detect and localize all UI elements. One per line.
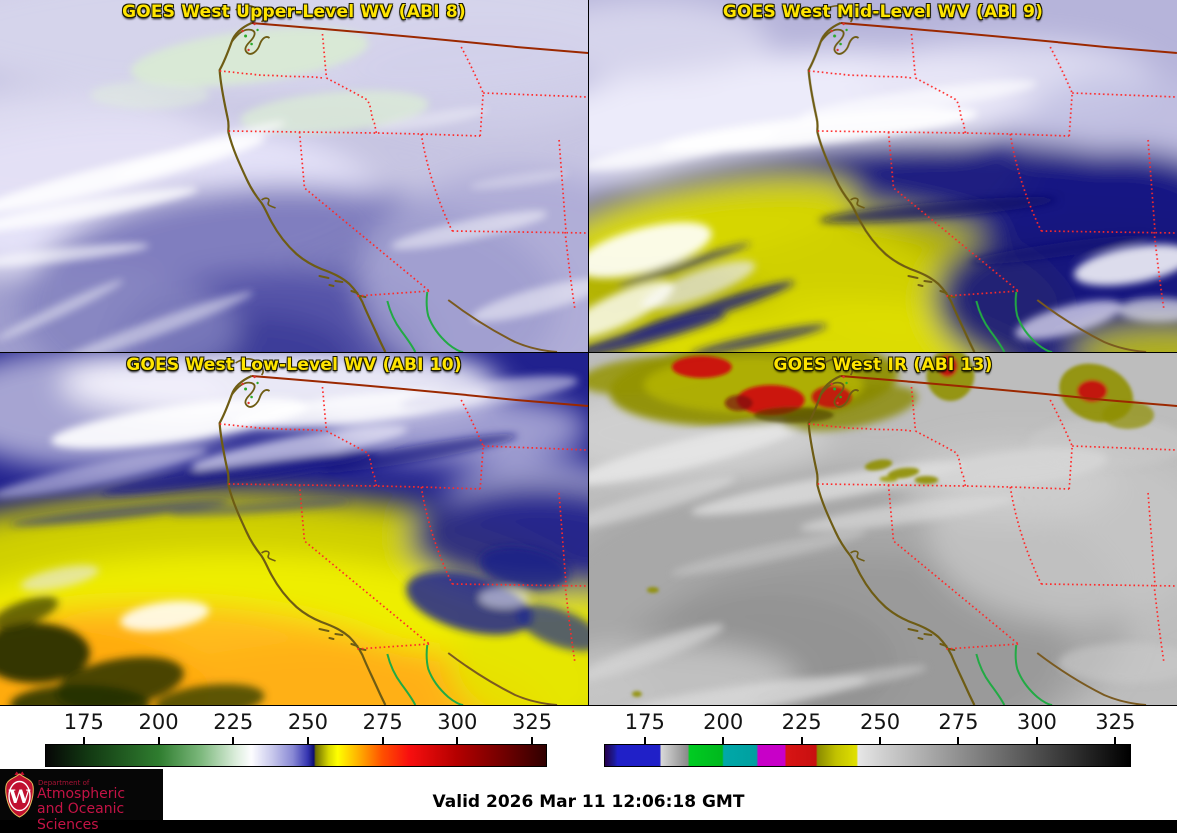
colorbar-tick-label: 225	[213, 710, 254, 734]
svg-text:W: W	[8, 786, 31, 808]
satellite-image-abi13	[589, 353, 1177, 705]
colorbar-tick	[879, 737, 882, 744]
colorbar-tick-label: 250	[859, 710, 901, 734]
colorbar-tick-label: 300	[1016, 710, 1057, 734]
colorbar-area: 175 200 225 250 275 300 325 175 200 225 250 275 300…	[0, 705, 1177, 770]
satellite-image-abi10	[0, 353, 588, 705]
panel-abi13: GOES West IR (ABI 13)	[589, 353, 1177, 705]
colorbar-wv: 175 200 225 250 275 300 325	[45, 706, 552, 771]
footer: W Department of Atmospheric and Oceanic …	[0, 769, 1177, 833]
panel-abi8: GOES West Upper-Level WV (ABI 8)	[0, 0, 588, 352]
colorbar-tick	[643, 737, 646, 744]
colorbar-ir: 175 200 225 250 275 300 325	[604, 706, 1135, 771]
uw-crest-icon: W	[5, 771, 34, 818]
logo-line1-label: Atmospheric	[37, 786, 126, 802]
panel-title-abi13: GOES West IR (ABI 13)	[773, 355, 993, 375]
colorbar-tick-label: 275	[362, 710, 403, 734]
colorbar-tick	[531, 737, 534, 744]
colorbar-tick-label: 325	[1095, 710, 1136, 734]
panel-abi9: GOES West Mid-Level WV (ABI 9)	[589, 0, 1177, 352]
colorbar-tick-label: 200	[703, 710, 744, 734]
panel-title-abi8: GOES West Upper-Level WV (ABI 8)	[122, 2, 466, 22]
colorbar-tick-label: 175	[624, 710, 665, 734]
colorbar-wv-gradient	[45, 744, 547, 767]
colorbar-tick	[800, 737, 803, 744]
panel-title-abi9: GOES West Mid-Level WV (ABI 9)	[722, 2, 1044, 22]
colorbar-tick	[82, 737, 85, 744]
colorbar-tick	[456, 737, 459, 744]
panel-title-abi10: GOES West Low-Level WV (ABI 10)	[126, 355, 462, 375]
colorbar-tick	[232, 737, 235, 744]
colorbar-tick-label: 275	[938, 710, 979, 734]
panel-abi10: GOES West Low-Level WV (ABI 10)	[0, 353, 588, 705]
colorbar-tick-label: 225	[781, 710, 822, 734]
colorbar-tick	[722, 737, 725, 744]
colorbar-tick-label: 175	[63, 710, 104, 734]
colorbar-tick	[1114, 737, 1117, 744]
colorbar-tick-label: 200	[138, 710, 179, 734]
satellite-image-abi8	[0, 0, 588, 352]
colorbar-tick-label: 325	[511, 710, 553, 734]
colorbar-tick-label: 300	[437, 710, 478, 734]
colorbar-tick	[381, 737, 384, 744]
colorbar-tick	[157, 737, 160, 744]
colorbar-tick	[957, 737, 960, 744]
colorbar-tick	[306, 737, 309, 744]
colorbar-ir-gradient	[604, 744, 1131, 767]
colorbar-tick-label: 250	[287, 710, 328, 734]
satellite-image-abi9	[589, 0, 1177, 352]
colorbar-tick	[1035, 737, 1038, 744]
valid-timestamp: Valid 2026 Mar 11 12:06:18 GMT	[432, 792, 745, 812]
logo-dept-label: Department of	[38, 779, 90, 787]
